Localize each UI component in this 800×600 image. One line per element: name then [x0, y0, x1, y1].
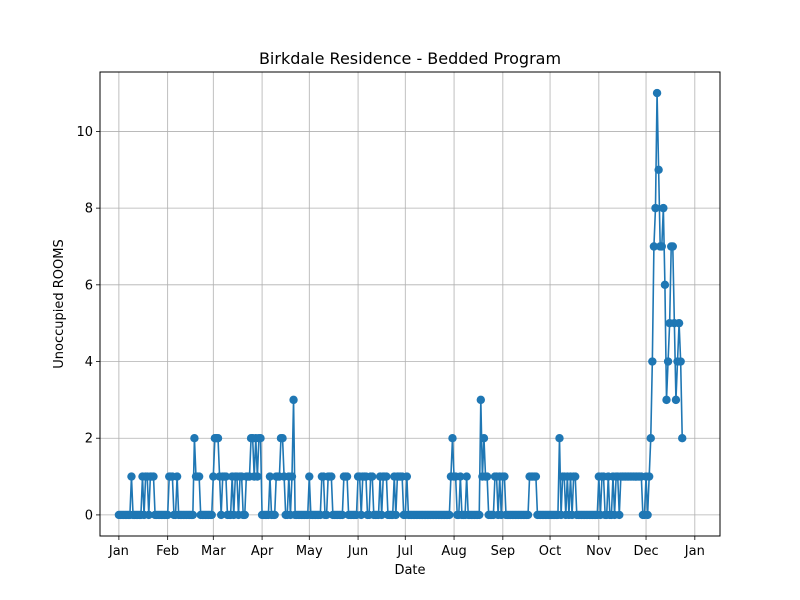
data-point — [500, 472, 509, 481]
data-point — [663, 357, 673, 366]
data-point — [643, 510, 652, 520]
data-point — [659, 203, 668, 213]
data-point — [462, 472, 471, 481]
x-tick-label: Aug — [441, 544, 466, 559]
data-point — [194, 472, 204, 481]
data-point — [676, 357, 685, 366]
data-point — [648, 357, 657, 366]
x-tick-label: Jun — [347, 544, 368, 559]
x-tick-label: Sep — [491, 544, 516, 559]
data-point — [270, 510, 279, 520]
data-point — [555, 434, 564, 443]
data-point — [649, 242, 659, 251]
data-point — [338, 510, 347, 520]
data-point — [523, 510, 533, 520]
data-point — [144, 510, 153, 520]
data-point — [382, 472, 391, 481]
data-point — [479, 434, 489, 443]
data-point — [357, 510, 366, 520]
data-point — [305, 472, 314, 481]
y-tick-label: 6 — [85, 278, 93, 293]
data-point — [287, 472, 297, 481]
data-point — [278, 434, 287, 443]
data-point — [531, 472, 541, 481]
data-point — [678, 434, 687, 443]
data-point — [674, 318, 684, 328]
data-point — [327, 472, 336, 481]
data-point — [475, 510, 484, 520]
data-point — [368, 472, 377, 481]
series-markers — [114, 88, 687, 520]
data-point — [188, 510, 198, 520]
x-tick-label: Jul — [396, 544, 413, 559]
data-point — [571, 472, 580, 481]
x-tick-label: May — [296, 544, 323, 559]
y-tick-label: 4 — [85, 355, 93, 370]
data-point — [149, 472, 158, 481]
data-point — [482, 472, 492, 481]
data-point — [322, 510, 331, 520]
y-tick-label: 0 — [85, 508, 93, 523]
chart-title: Birkdale Residence - Bedded Program — [259, 49, 561, 68]
data-point — [127, 472, 136, 481]
data-point — [402, 472, 412, 481]
data-point — [651, 203, 660, 213]
data-point — [615, 510, 624, 520]
data-point — [646, 434, 655, 443]
y-tick-label: 2 — [85, 432, 93, 447]
x-tick-label: Mar — [201, 544, 226, 559]
data-point — [448, 434, 457, 443]
y-tick-label: 8 — [85, 202, 93, 217]
x-tick-label: Apr — [251, 544, 274, 559]
x-tick-label: Jan — [108, 544, 129, 559]
data-point — [657, 242, 666, 251]
data-point — [172, 472, 182, 481]
x-tick-label: Feb — [156, 544, 179, 559]
ticks: Jan Feb Mar Apr May Jun Jul Aug Sep Oct Nov Dec Jan 0… — [76, 125, 704, 559]
data-point — [668, 242, 677, 251]
data-point — [644, 472, 654, 481]
data-point — [662, 395, 671, 405]
data-point — [256, 434, 265, 443]
x-tick-label: Oct — [539, 544, 561, 559]
x-tick-label: Jan — [684, 544, 705, 559]
plot-area-frame — [99, 71, 721, 537]
x-tick-label: Nov — [586, 544, 612, 559]
data-point — [671, 395, 681, 405]
data-point — [652, 88, 662, 98]
data-point — [209, 472, 218, 481]
data-point — [207, 510, 216, 520]
data-point — [391, 510, 401, 520]
data-point — [377, 510, 386, 520]
x-tick-label: Dec — [633, 544, 658, 559]
data-point — [289, 395, 298, 405]
data-point — [265, 472, 275, 481]
data-point — [216, 510, 226, 520]
data-point — [213, 434, 223, 443]
data-point — [476, 395, 486, 405]
data-point — [445, 510, 454, 520]
y-axis-label: Unoccupied ROOMS — [52, 239, 67, 368]
data-point — [163, 510, 172, 520]
x-axis-label: Date — [394, 563, 425, 578]
y-tick-label: 10 — [76, 125, 93, 140]
data-point — [342, 472, 352, 481]
data-point — [660, 280, 670, 290]
data-point — [190, 434, 199, 443]
data-point — [240, 510, 249, 520]
data-point — [253, 472, 262, 481]
data-point — [221, 472, 231, 481]
data-point — [456, 472, 465, 481]
data-point — [654, 165, 663, 174]
